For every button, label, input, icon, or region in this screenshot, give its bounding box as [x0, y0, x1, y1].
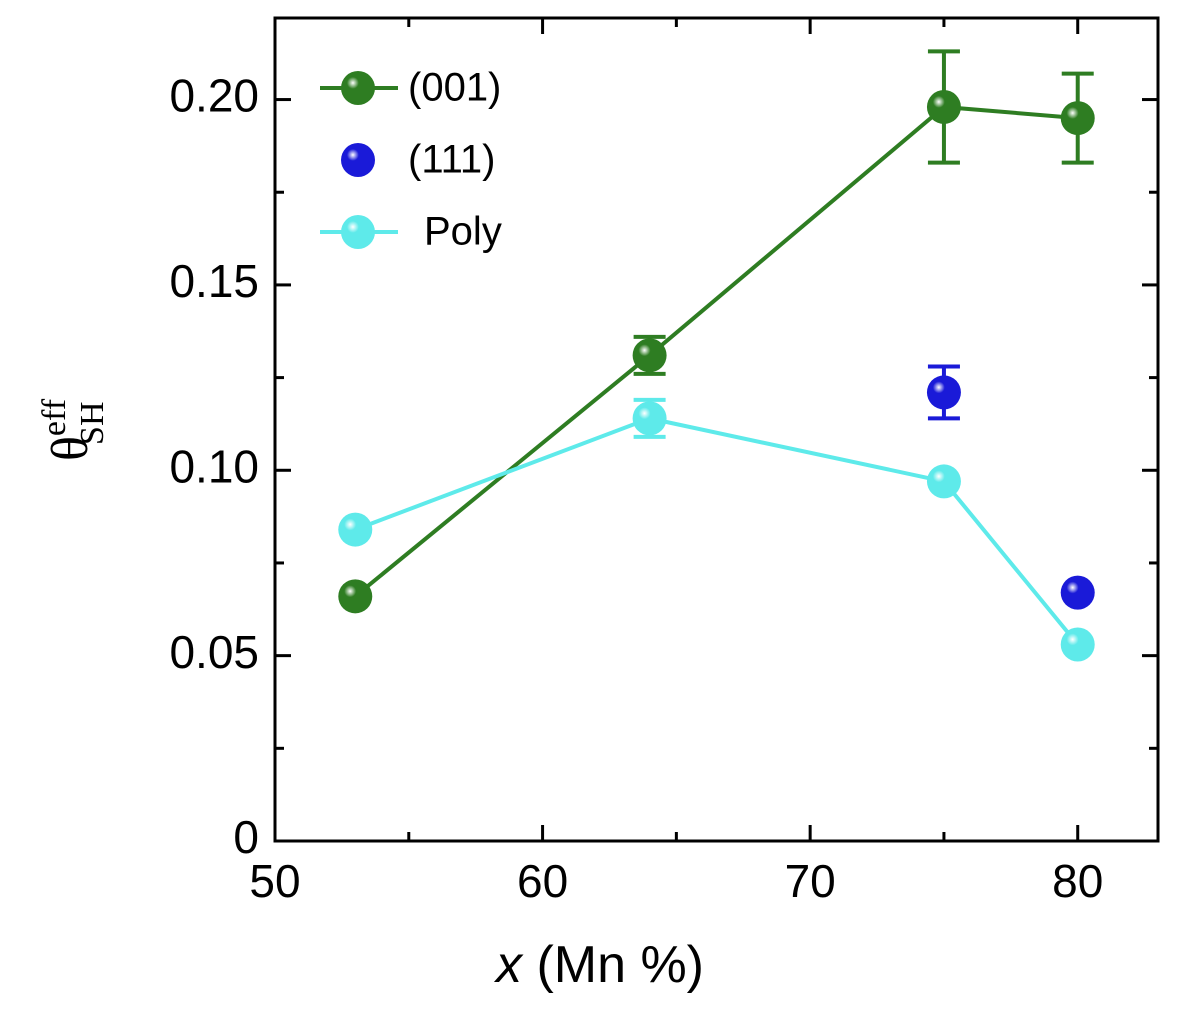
- x-tick-label: 50: [249, 855, 300, 907]
- marker: [1060, 575, 1095, 610]
- marker: [338, 512, 373, 547]
- marker: [1060, 627, 1095, 662]
- y-tick-label: 0.05: [169, 626, 259, 678]
- legend-marker: [341, 143, 375, 177]
- marker: [926, 375, 961, 410]
- series-line: [354, 416, 1080, 646]
- x-axis-label: x (Mn %): [493, 936, 704, 994]
- marker: [926, 89, 961, 124]
- y-tick-label: 0.10: [169, 440, 259, 492]
- y-tick-label: 0.15: [169, 255, 259, 307]
- y-axis-symbol: θ: [42, 436, 99, 461]
- x-axis-var: x: [493, 936, 524, 994]
- marker: [1060, 101, 1095, 136]
- x-tick-label: 60: [517, 855, 568, 907]
- y-axis-label: θeffSH: [36, 398, 111, 461]
- x-axis-unit: (Mn %): [536, 936, 704, 994]
- legend-label: (001): [408, 66, 501, 110]
- y-tick-label: 0.20: [169, 70, 259, 122]
- x-tick-label: 80: [1052, 855, 1103, 907]
- plot-frame: [273, 16, 1160, 843]
- legend-marker: [341, 71, 375, 105]
- legend-label: (111): [408, 138, 495, 182]
- y-axis-sup: eff: [36, 398, 73, 436]
- y-tick-label: 0: [233, 811, 259, 863]
- marker: [632, 401, 667, 436]
- legend-label: Poly: [424, 210, 502, 254]
- marker: [632, 338, 667, 373]
- marker: [926, 464, 961, 499]
- legend-marker: [341, 215, 375, 249]
- y-axis-sub: SH: [74, 402, 111, 445]
- x-tick-label: 70: [785, 855, 836, 907]
- marker: [338, 579, 373, 614]
